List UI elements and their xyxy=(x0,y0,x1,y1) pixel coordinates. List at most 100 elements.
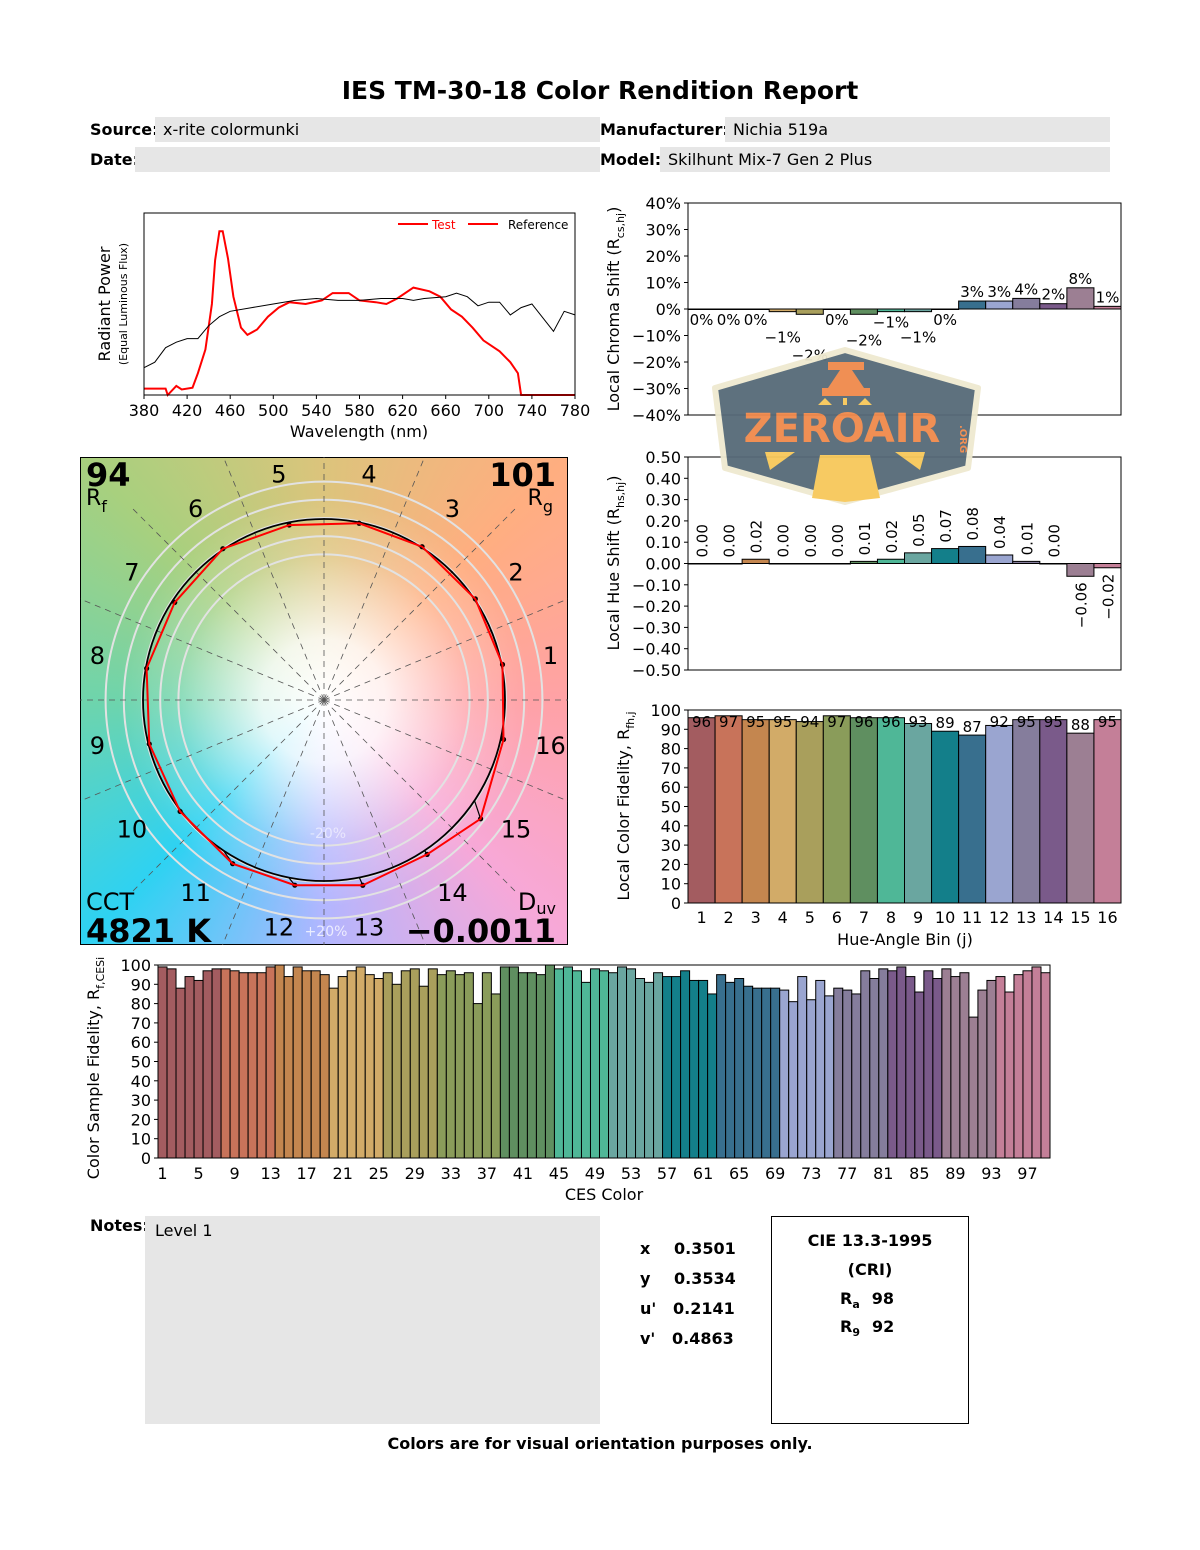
tick-label: 40 xyxy=(131,1072,151,1091)
bar xyxy=(544,964,555,1159)
bar xyxy=(301,970,312,1159)
tick-label: 0.40 xyxy=(645,469,681,488)
tick-label: −40% xyxy=(632,406,681,425)
bar-value-label: 0.07 xyxy=(937,509,955,542)
bar-value-label: 97 xyxy=(827,713,846,731)
bar xyxy=(842,989,853,1159)
reference-ring xyxy=(159,535,489,865)
tick-label: 70 xyxy=(661,759,681,778)
tick-label: 60 xyxy=(131,1033,151,1052)
bar xyxy=(741,308,770,310)
plus20-label: +20% xyxy=(305,924,348,940)
bar xyxy=(768,563,797,565)
notes-field: Level 1 xyxy=(145,1216,600,1424)
logo-rays-icon xyxy=(818,398,872,405)
bar xyxy=(849,560,878,564)
bar xyxy=(247,972,258,1159)
hue-bin-divider xyxy=(132,508,325,701)
tick-label: 5 xyxy=(805,908,815,927)
chroma-x-row: x 0.3501 xyxy=(640,1239,736,1258)
bar-value-label: 0% xyxy=(690,311,714,329)
hue-bin-label: 2 xyxy=(508,559,523,587)
tick-label: 15 xyxy=(1070,908,1090,927)
manufacturer-field: Nichia 519a xyxy=(725,117,1110,142)
bar xyxy=(1039,719,1068,904)
minus20-label: -20% xyxy=(310,826,346,842)
tick-label: 12 xyxy=(989,908,1009,927)
bar xyxy=(1013,974,1024,1159)
chroma-ylabel: Local Chroma Shift (Rcs,hj) xyxy=(604,207,627,412)
tick-label: 0.00 xyxy=(645,555,681,574)
bar xyxy=(1093,719,1122,904)
bar xyxy=(157,966,168,1159)
bar xyxy=(589,968,600,1159)
bar xyxy=(409,968,420,1159)
bar xyxy=(931,308,960,310)
tick-label: 10% xyxy=(645,274,681,293)
bar xyxy=(714,715,743,904)
bar-value-label: 1% xyxy=(1096,288,1120,306)
bar xyxy=(958,734,987,904)
date-label: Date: xyxy=(90,150,139,169)
tick-label: 620 xyxy=(387,401,418,420)
logo-road-icon xyxy=(812,455,880,502)
tick-label: 73 xyxy=(801,1164,821,1183)
bar-value-label: 95 xyxy=(1044,713,1063,731)
bar xyxy=(193,979,204,1159)
tick-label: 20 xyxy=(131,1110,151,1129)
bar-value-label: −1% xyxy=(900,329,936,347)
axes-frame xyxy=(687,709,1122,904)
hue-bin-divider xyxy=(323,508,516,701)
bar xyxy=(436,974,447,1159)
bar-value-label: 4% xyxy=(1014,280,1038,298)
tick-label: 10 xyxy=(661,875,681,894)
hue-bin-label: 4 xyxy=(361,460,376,488)
bar xyxy=(822,715,851,904)
cct-label: CCT xyxy=(86,888,135,916)
logo-mark-icon xyxy=(822,362,870,396)
hue-shift-chart: 0.50 0.40 0.30 0.20 0.10 0.00 −0.10 −0.20 −0.30 −… xyxy=(632,448,1122,680)
bar xyxy=(211,968,222,1159)
bar xyxy=(265,966,276,1159)
vector-graphic-layer xyxy=(80,457,568,945)
bar xyxy=(1012,560,1041,564)
bar xyxy=(714,563,743,565)
bar-value-label: 0.05 xyxy=(910,513,928,546)
bar xyxy=(1031,966,1042,1159)
tick-label: 10 xyxy=(935,908,955,927)
tick-label: 90 xyxy=(131,975,151,994)
tick-label: 50 xyxy=(131,1053,151,1072)
bar-value-label: 0.02 xyxy=(883,520,901,553)
bar-value-label: 88 xyxy=(1071,716,1090,734)
bar xyxy=(608,972,619,1159)
bar xyxy=(959,972,970,1159)
tick-label: 49 xyxy=(585,1164,605,1183)
legend-reference-label: Reference xyxy=(508,218,568,232)
axes-frame xyxy=(157,964,1051,1159)
hue-bin-label: 8 xyxy=(90,642,105,670)
bar xyxy=(328,987,339,1159)
hue-bin-label: 10 xyxy=(117,815,148,843)
bar xyxy=(725,981,736,1159)
tick-label: 100 xyxy=(650,701,681,720)
hue-bin-divider xyxy=(132,699,325,892)
date-field xyxy=(135,147,600,172)
tick-label: 0.20 xyxy=(645,512,681,531)
bar xyxy=(876,308,905,313)
tick-label: 500 xyxy=(258,401,289,420)
hue-bin-divider xyxy=(222,699,325,945)
hue-bin-divider xyxy=(222,457,325,701)
bar xyxy=(617,966,628,1159)
spectrum-xlabel: Wavelength (nm) xyxy=(290,422,428,441)
tick-label: 45 xyxy=(549,1164,569,1183)
bar xyxy=(635,978,646,1159)
hue-bin-label: 11 xyxy=(180,879,211,907)
bar-value-label: 0.01 xyxy=(856,522,874,555)
bar xyxy=(355,966,366,1159)
bar-value-label: 3% xyxy=(960,283,984,301)
tick-label: 460 xyxy=(215,401,246,420)
bar xyxy=(932,978,943,1159)
bar xyxy=(463,972,474,1159)
tick-label: 9 xyxy=(913,908,923,927)
logo-side-rays-icon xyxy=(765,452,925,470)
